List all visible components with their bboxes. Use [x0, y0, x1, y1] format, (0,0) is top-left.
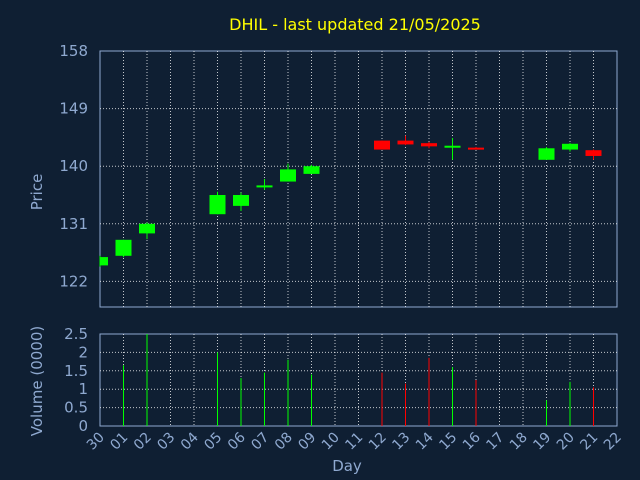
price-panel: 122 131 140 149 158: [59, 42, 618, 308]
price-tick-label: 122: [59, 272, 88, 290]
candle: [99, 255, 108, 267]
x-axis-label: Day: [332, 457, 362, 475]
x-tick-label: 14: [413, 429, 437, 453]
x-tick-label: 16: [460, 429, 484, 453]
candle: [233, 192, 249, 211]
x-tick-label: 02: [131, 430, 155, 454]
candle-body: [303, 166, 320, 174]
candle-body: [280, 169, 296, 182]
candle: [256, 179, 273, 190]
x-tick-label: 20: [554, 430, 578, 454]
candle-body: [538, 148, 555, 160]
price-tick-label: 158: [59, 42, 88, 60]
price-tick-label: 140: [59, 157, 88, 175]
candle: [115, 239, 132, 258]
candle-body: [397, 140, 414, 145]
candle: [374, 140, 390, 150]
volume-tick-label: 2: [78, 343, 88, 361]
volume-tick-label: 0.5: [64, 399, 88, 417]
x-tick-label: 08: [272, 430, 296, 454]
candle: [280, 163, 296, 182]
x-tick-label: 13: [389, 430, 413, 454]
candle-body: [209, 195, 226, 215]
price-tick-label: 149: [59, 100, 88, 118]
candle-body: [374, 140, 390, 150]
x-tick-label: 05: [201, 430, 225, 454]
candle: [444, 138, 461, 160]
candle-body: [233, 195, 249, 206]
price-tick-label: 131: [59, 215, 88, 233]
volume-axis-label: Volume (0000): [28, 326, 46, 436]
candle: [468, 147, 484, 150]
volume-tick-label: 0: [78, 417, 88, 435]
candle-body: [562, 143, 578, 150]
candle-body: [468, 147, 484, 150]
volume-panel: 00.511.522.5: [64, 325, 618, 435]
price-axis-label: Price: [28, 174, 46, 211]
candle-body: [100, 257, 108, 266]
x-tick-label: 18: [507, 430, 531, 454]
candle: [562, 143, 578, 152]
x-tick-label: 04: [178, 429, 202, 453]
volume-tick-label: 2.5: [64, 325, 88, 343]
candle-body: [256, 185, 273, 188]
x-tick-label: 22: [601, 430, 625, 454]
x-tick-label: 15: [436, 430, 460, 454]
x-tick-label: 07: [248, 430, 272, 454]
candle-body: [115, 239, 132, 256]
candle: [397, 135, 414, 146]
candle-body: [585, 150, 602, 156]
x-tick-label: 09: [295, 430, 319, 454]
x-tick-label: 11: [342, 430, 366, 454]
x-tick-label: 06: [225, 429, 249, 453]
x-tick-label: 21: [577, 430, 601, 454]
candle: [139, 222, 155, 240]
x-tick-label: 10: [319, 430, 343, 454]
candle: [209, 191, 226, 215]
candle-body: [421, 143, 437, 147]
x-tick-label: 01: [107, 430, 131, 454]
candle-body: [139, 223, 155, 234]
volume-tick-label: 1.5: [64, 362, 88, 380]
candle-body: [444, 145, 461, 148]
x-axis: 30 01 02 03 04 05 06 07 08 09 10 11 12 13 14 15 16 17 18 19…: [84, 429, 625, 453]
candle: [303, 164, 320, 174]
chart-title: DHIL - last updated 21/05/2025: [229, 15, 481, 34]
volume-tick-label: 1: [78, 380, 88, 398]
x-tick-label: 12: [366, 430, 390, 454]
candle: [585, 149, 602, 160]
x-tick-label: 19: [530, 430, 554, 454]
price-frame: [99, 50, 618, 308]
candle: [538, 147, 555, 160]
x-tick-label: 03: [154, 430, 178, 454]
candle: [421, 141, 437, 149]
x-tick-label: 17: [483, 430, 507, 454]
